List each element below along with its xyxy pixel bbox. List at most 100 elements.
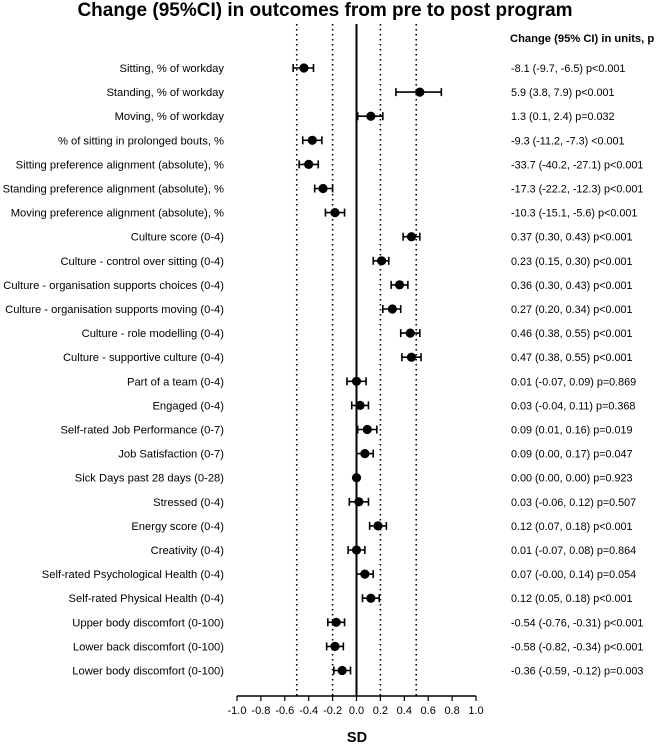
forest-row: % of sitting in prolonged bouts, % -9.3 (… — [58, 135, 625, 147]
forest-row: Stressed (0-4) 0.03 (-0.06, 0.12) p=0.507 — [153, 497, 636, 509]
x-tick-label: 0.8 — [444, 705, 459, 717]
forest-row: Energy score (0-4) 0.12 (0.07, 0.18) p<0.… — [131, 521, 632, 533]
row-annotation: -0.58 (-0.82, -0.34) p<0.001 — [511, 641, 643, 653]
row-annotation: 0.46 (0.38, 0.55) p<0.001 — [511, 328, 633, 340]
x-tick-label: -0.8 — [251, 705, 270, 717]
x-axis: -1.0 -0.8 -0.6 -0.4 -0.2 0.0 0.2 0.4 0.6 0.8 1.0 — [228, 695, 484, 717]
forest-row: Culture - control over sitting (0-4) 0.23… — [60, 256, 632, 268]
estimate-point — [330, 208, 340, 218]
forest-row: Creativity (0-4) 0.01 (-0.07, 0.08) p=0.8… — [151, 545, 637, 557]
forest-row: Culture - organisation supports moving (… — [5, 304, 632, 316]
row-annotation: 0.03 (-0.06, 0.12) p=0.507 — [511, 497, 636, 509]
row-annotation: 0.07 (-0.00, 0.14) p=0.054 — [511, 569, 636, 581]
estimate-point — [366, 111, 376, 121]
estimate-point — [331, 617, 341, 627]
row-label: Culture - role modelling (0-4) — [82, 328, 225, 340]
row-label: Creativity (0-4) — [151, 545, 225, 557]
row-label: Self-rated Psychological Health (0-4) — [42, 569, 224, 581]
row-label: Moving, % of workday — [115, 111, 225, 123]
estimate-point — [406, 232, 417, 242]
row-annotation: -33.7 (-40.2, -27.1) p<0.001 — [511, 159, 643, 171]
forest-row: Culture - role modelling (0-4) 0.46 (0.38… — [82, 328, 633, 340]
estimate-point — [337, 665, 347, 676]
estimate-point — [406, 352, 417, 362]
x-tick-label: -0.6 — [275, 705, 294, 717]
x-tick-label: 0.0 — [349, 705, 364, 717]
row-label: Moving preference alignment (absolute), … — [11, 208, 224, 220]
forest-row: Standing preference alignment (absolute)… — [3, 184, 644, 196]
estimate-point — [307, 135, 317, 145]
row-label: Stressed (0-4) — [153, 497, 224, 509]
estimate-point — [366, 593, 376, 603]
row-label: % of sitting in prolonged bouts, % — [58, 135, 224, 147]
row-label: Lower back discomfort (0-100) — [73, 641, 224, 653]
row-label: Self-rated Physical Health (0-4) — [69, 593, 225, 605]
forest-row: Job Satisfaction (0-7) 0.09 (0.00, 0.17) … — [118, 449, 632, 461]
estimate-point — [351, 545, 362, 555]
forest-row: Upper body discomfort (0-100) -0.54 (-0.7… — [72, 617, 643, 629]
estimate-point — [351, 376, 362, 386]
x-axis-label: SD — [347, 730, 367, 746]
row-annotation: -10.3 (-15.1, -5.6) p<0.001 — [511, 208, 637, 220]
forest-row: Part of a team (0-4) 0.01 (-0.07, 0.09) p… — [127, 376, 636, 388]
forest-rows: Sitting, % of workday -8.1 (-9.7, -6.5) p… — [3, 63, 644, 678]
row-label: Engaged (0-4) — [152, 400, 224, 412]
row-annotation: -0.36 (-0.59, -0.12) p=0.003 — [511, 666, 643, 678]
row-annotation: 0.27 (0.20, 0.34) p<0.001 — [511, 304, 633, 316]
forest-row: Sitting preference alignment (absolute),… — [16, 159, 644, 171]
row-annotation: 0.01 (-0.07, 0.08) p=0.864 — [511, 545, 636, 557]
row-label: Self-rated Job Performance (0-7) — [60, 425, 224, 437]
row-annotation: 0.36 (0.30, 0.43) p<0.001 — [511, 280, 633, 292]
reference-lines — [295, 24, 418, 696]
forest-row: Culture - supportive culture (0-4) 0.47 (… — [63, 352, 633, 364]
row-label: Sitting preference alignment (absolute),… — [16, 159, 224, 171]
x-tick-label: 0.6 — [421, 705, 436, 717]
estimate-point — [299, 63, 309, 73]
estimate-point — [360, 569, 370, 579]
forest-row: Self-rated Job Performance (0-7) 0.09 (0.… — [60, 425, 632, 437]
x-tick-label: -1.0 — [228, 705, 247, 717]
forest-row: Self-rated Psychological Health (0-4) 0.0… — [42, 569, 636, 581]
row-label: Energy score (0-4) — [131, 521, 224, 533]
row-annotation: 0.23 (0.15, 0.30) p<0.001 — [511, 256, 633, 268]
row-annotation: 5.9 (3.8, 7.9) p<0.001 — [511, 87, 615, 99]
estimate-point — [387, 304, 397, 314]
row-label: Lower body discomfort (0-100) — [72, 666, 224, 678]
row-annotation: 0.01 (-0.07, 0.09) p=0.869 — [511, 376, 636, 388]
row-annotation: 0.12 (0.07, 0.18) p<0.001 — [511, 521, 633, 533]
row-annotation: -8.1 (-9.7, -6.5) p<0.001 — [511, 63, 625, 75]
forest-row: Engaged (0-4) 0.03 (-0.04, 0.11) p=0.368 — [152, 400, 635, 412]
forest-row: Sitting, % of workday -8.1 (-9.7, -6.5) p… — [120, 63, 626, 75]
row-annotation: 0.09 (0.00, 0.17) p=0.047 — [511, 449, 633, 461]
row-label: Sitting, % of workday — [120, 63, 225, 75]
row-label: Part of a team (0-4) — [127, 376, 224, 388]
row-label: Culture - organisation supports moving (… — [5, 304, 224, 316]
row-label: Sick Days past 28 days (0-28) — [75, 473, 225, 485]
estimate-point — [355, 400, 365, 410]
forest-row: Sick Days past 28 days (0-28) 0.00 (0.00,… — [75, 473, 633, 485]
row-label: Job Satisfaction (0-7) — [118, 449, 224, 461]
forest-row: Standing, % of workday 5.9 (3.8, 7.9) p<0… — [106, 87, 614, 99]
row-annotation: 0.00 (0.00, 0.00) p=0.923 — [511, 473, 633, 485]
x-tick-label: 0.2 — [373, 705, 388, 717]
row-label: Standing preference alignment (absolute)… — [3, 184, 224, 196]
estimate-point — [360, 449, 370, 459]
row-label: Culture score (0-4) — [131, 232, 225, 244]
forest-row: Lower body discomfort (0-100) -0.36 (-0.5… — [72, 666, 643, 678]
forest-row: Culture - organisation supports choices … — [3, 280, 632, 292]
row-annotation: -0.54 (-0.76, -0.31) p<0.001 — [511, 617, 643, 629]
estimate-point — [405, 328, 415, 338]
row-label: Standing, % of workday — [106, 87, 224, 99]
x-tick-label: 0.4 — [397, 705, 412, 717]
forest-row: Culture score (0-4) 0.37 (0.30, 0.43) p<0… — [131, 232, 633, 244]
estimate-point — [304, 159, 314, 169]
row-annotation: 1.3 (0.1, 2.4) p=0.032 — [511, 111, 615, 123]
row-annotation: -9.3 (-11.2, -7.3) <0.001 — [511, 135, 625, 147]
chart-title: Change (95%CI) in outcomes from pre to p… — [77, 0, 572, 21]
estimate-point — [415, 87, 425, 97]
row-annotation: 0.09 (0.01, 0.16) p=0.019 — [511, 425, 633, 437]
x-tick-label: -0.4 — [299, 705, 318, 717]
estimate-point — [376, 256, 387, 266]
forest-row: Moving preference alignment (absolute), … — [11, 208, 638, 220]
